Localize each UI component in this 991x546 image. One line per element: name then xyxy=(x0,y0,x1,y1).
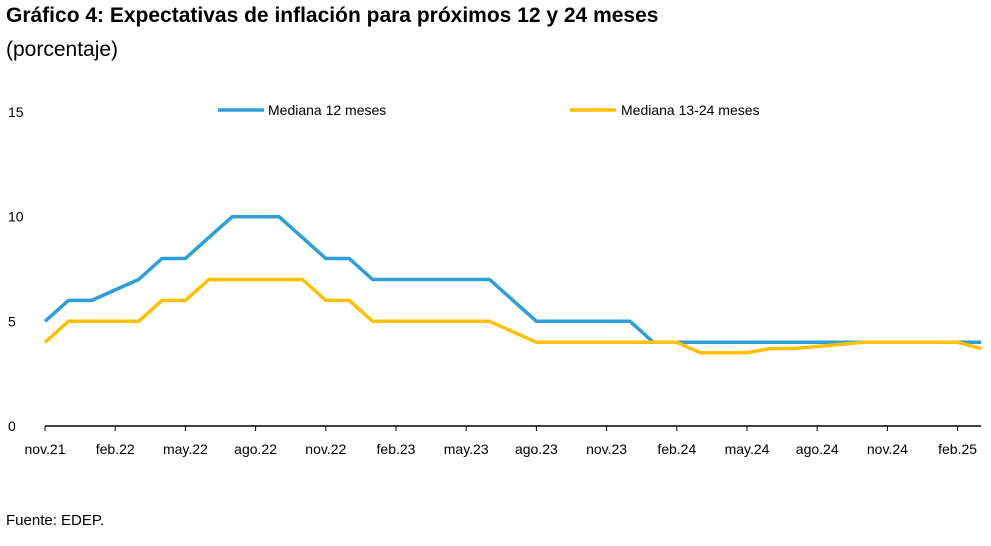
x-tick-label: may.24 xyxy=(725,441,770,457)
legend-label: Mediana 12 meses xyxy=(268,102,386,118)
x-tick-label: feb.24 xyxy=(657,441,696,457)
x-axis: nov.21 feb.22 may.22 ago.22 nov.22 feb.23 may.… xyxy=(25,425,981,457)
legend-label: Mediana 13-24 meses xyxy=(621,102,760,118)
chart-title: Gráfico 4: Expectativas de inflación par… xyxy=(6,4,659,27)
x-tick-label: may.23 xyxy=(444,441,489,457)
legend: Mediana 12 meses Mediana 13-24 meses xyxy=(218,102,760,118)
x-tick-label: ago.22 xyxy=(234,441,277,457)
source-note: Fuente: EDEP. xyxy=(6,512,105,529)
x-tick-label: ago.23 xyxy=(515,441,558,457)
y-tick-label: 0 xyxy=(8,418,16,434)
y-tick-label: 10 xyxy=(8,209,24,225)
y-tick-label: 15 xyxy=(8,104,24,120)
x-tick-label: nov.22 xyxy=(305,441,346,457)
series-lines xyxy=(43,214,982,355)
series-line-1 xyxy=(43,214,981,345)
x-tick-label: feb.25 xyxy=(938,441,977,457)
chart-subtitle: (porcentaje) xyxy=(6,38,119,61)
x-tick-label: feb.22 xyxy=(96,441,135,457)
y-axis: 0 5 10 15 xyxy=(8,104,24,434)
x-tick-label: nov.24 xyxy=(867,441,908,457)
x-tick-label: nov.23 xyxy=(586,441,627,457)
x-tick-label: nov.21 xyxy=(25,441,66,457)
series-line-2 xyxy=(43,277,982,355)
x-tick-label: ago.24 xyxy=(796,441,839,457)
x-tick-label: feb.23 xyxy=(377,441,416,457)
y-tick-label: 5 xyxy=(8,313,16,329)
x-tick-label: may.22 xyxy=(163,441,208,457)
